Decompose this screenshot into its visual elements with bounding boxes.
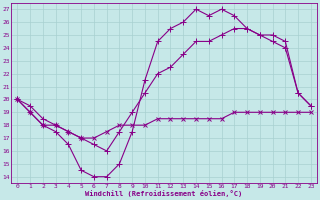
X-axis label: Windchill (Refroidissement éolien,°C): Windchill (Refroidissement éolien,°C) <box>85 190 243 197</box>
